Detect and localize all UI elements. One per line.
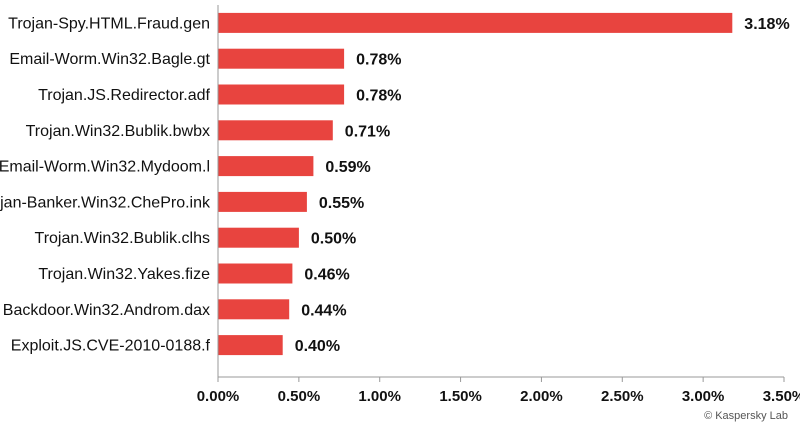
value-label: 0.59% bbox=[325, 159, 370, 176]
value-label: 0.40% bbox=[295, 338, 340, 355]
bar bbox=[218, 12, 733, 33]
value-label: 0.71% bbox=[345, 123, 390, 140]
copyright-credit: © Kaspersky Lab bbox=[704, 410, 788, 422]
category-label: Trojan.Win32.Yakes.fize bbox=[38, 266, 210, 283]
bar bbox=[218, 156, 314, 177]
category-label: Trojan.JS.Redirector.adf bbox=[38, 87, 210, 104]
value-label: 0.78% bbox=[356, 88, 401, 105]
value-label: 0.44% bbox=[301, 302, 346, 319]
category-label: Trojan.Win32.Bublik.clhs bbox=[35, 230, 210, 247]
x-tick-label: 1.00% bbox=[358, 388, 401, 405]
category-label: Trojan.Win32.Bublik.bwbx bbox=[26, 123, 210, 140]
category-label: Trojan-Banker.Win32.ChePro.ink bbox=[0, 194, 211, 211]
x-tick-label: 1.50% bbox=[439, 388, 482, 405]
bar bbox=[218, 227, 299, 248]
bar bbox=[218, 120, 333, 141]
bar bbox=[218, 335, 283, 356]
value-label: 0.78% bbox=[356, 52, 401, 69]
bar bbox=[218, 48, 345, 69]
bar bbox=[218, 191, 307, 212]
x-tick-label: 2.00% bbox=[520, 388, 563, 405]
x-tick-label: 3.50% bbox=[763, 388, 800, 405]
category-label: Email-Worm.Win32.Bagle.gt bbox=[9, 51, 210, 68]
bar bbox=[218, 299, 290, 320]
x-tick-label: 0.50% bbox=[278, 388, 321, 405]
value-label: 0.50% bbox=[311, 231, 356, 248]
category-label: Email-Worm.Win32.Mydoom.l bbox=[0, 159, 210, 176]
bar bbox=[218, 84, 345, 105]
x-tick-label: 2.50% bbox=[601, 388, 644, 405]
value-label: 0.46% bbox=[304, 267, 349, 284]
x-tick-label: 3.00% bbox=[682, 388, 725, 405]
category-label: Trojan-Spy.HTML.Fraud.gen bbox=[8, 15, 210, 32]
value-label: 3.18% bbox=[744, 16, 789, 33]
value-label: 0.55% bbox=[319, 195, 364, 212]
category-label: Exploit.JS.CVE-2010-0188.f bbox=[11, 338, 211, 355]
bar bbox=[218, 263, 293, 284]
category-label: Backdoor.Win32.Androm.dax bbox=[3, 302, 210, 319]
x-tick-label: 0.00% bbox=[197, 388, 240, 405]
